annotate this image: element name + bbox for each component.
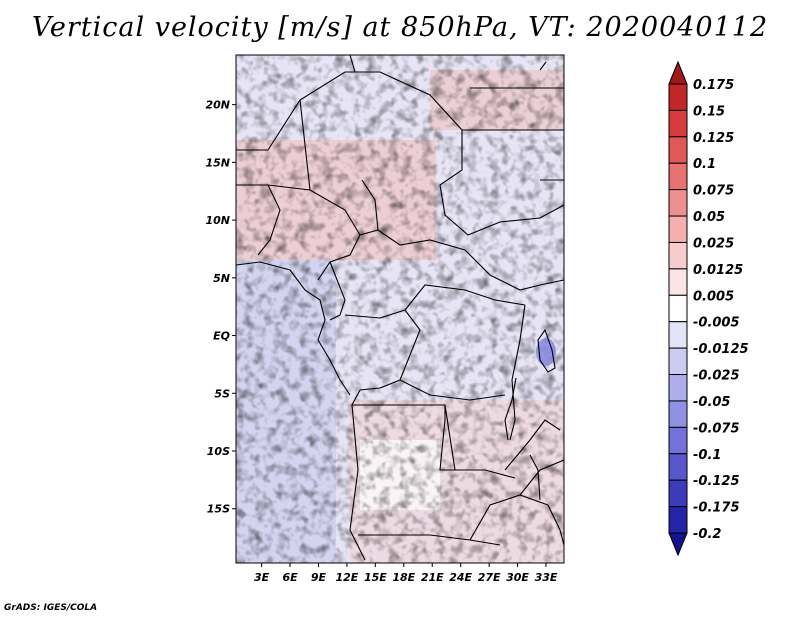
lat-tick-label: 10S xyxy=(207,445,230,458)
latitude-axis: 20N 15N 10N 5N EQ 5S 10S 15S xyxy=(205,99,236,516)
colorbar-segment xyxy=(668,506,688,534)
colorbar-label: 0.025 xyxy=(693,236,734,251)
colorbar-segment xyxy=(668,321,688,349)
colorbar-min-triangle xyxy=(668,532,688,557)
colorbar-label: -0.05 xyxy=(693,395,730,410)
country-borders xyxy=(236,55,564,561)
lat-tick-label: 5N xyxy=(213,272,230,285)
colorbar-segment xyxy=(668,215,688,243)
colorbar-segment xyxy=(668,374,688,402)
colorbar-segment xyxy=(668,162,688,191)
colorbar-segment xyxy=(668,109,688,138)
lat-tick-label: 5S xyxy=(214,387,230,400)
map-title: Vertical velocity [m/s] at 850hPa, VT: 2… xyxy=(31,12,769,43)
lon-tick-label: 3E xyxy=(254,571,270,584)
colorbar-label: -0.025 xyxy=(693,369,740,384)
map-plot-area xyxy=(235,54,565,564)
longitude-axis: 3E 6E 9E 12E 15E 18E 21E 24E 27E 30E 33E xyxy=(254,563,558,584)
colorbar-label: 0.175 xyxy=(693,78,734,93)
colorbar-segment xyxy=(668,400,688,428)
colorbar-segment xyxy=(668,426,688,455)
colorbar-segment xyxy=(668,268,688,296)
lon-tick-label: 9E xyxy=(311,571,327,584)
colorbar-label: 0.0125 xyxy=(693,263,743,278)
grads-credit: GrADS: IGES/COLA xyxy=(4,603,98,613)
lon-tick-label: 33E xyxy=(535,571,558,584)
vertical-velocity-field xyxy=(236,55,564,563)
colorbar-label: 0.1 xyxy=(693,157,716,172)
lon-tick-label: 21E xyxy=(421,571,444,584)
colorbar-segment xyxy=(668,189,688,217)
colorbar-segment xyxy=(668,241,688,270)
lat-tick-label: 10N xyxy=(205,214,230,227)
colorbar-segment xyxy=(668,136,688,164)
colorbar-label: 0.15 xyxy=(693,104,725,119)
lon-tick-label: 27E xyxy=(478,571,501,584)
colorbar-label: -0.175 xyxy=(693,501,740,516)
colorbar-label: -0.0125 xyxy=(693,342,749,357)
colorbar-label: 0.125 xyxy=(693,131,734,146)
colorbar-segment xyxy=(668,479,688,508)
lat-tick-label: EQ xyxy=(213,330,230,343)
colorbar-label: -0.1 xyxy=(693,448,721,463)
lat-tick-label: 15S xyxy=(207,503,230,516)
colorbar-label: 0.075 xyxy=(693,184,734,199)
colorbar: 0.175 0.15 0.125 0.1 0.075 0.05 0.025 0.0125 0.0… xyxy=(668,60,749,557)
colorbar-label: -0.2 xyxy=(693,527,721,542)
lon-tick-label: 24E xyxy=(449,571,472,584)
colorbar-segment xyxy=(668,83,688,111)
lon-tick-label: 15E xyxy=(364,571,387,584)
colorbar-label: 0.005 xyxy=(693,289,734,304)
colorbar-label: 0.05 xyxy=(693,210,725,225)
colorbar-label: -0.075 xyxy=(693,421,740,436)
lon-tick-label: 30E xyxy=(506,571,529,584)
colorbar-label: -0.005 xyxy=(693,316,740,331)
lon-tick-label: 12E xyxy=(335,571,358,584)
colorbar-label: -0.125 xyxy=(693,474,740,489)
colorbar-segment xyxy=(668,347,688,376)
colorbar-segment xyxy=(668,453,688,481)
lon-tick-label: 18E xyxy=(392,571,415,584)
colorbar-segment xyxy=(668,294,688,323)
colorbar-max-triangle xyxy=(668,60,688,85)
lat-tick-label: 15N xyxy=(205,156,230,169)
lon-tick-label: 6E xyxy=(282,571,298,584)
lat-tick-label: 20N xyxy=(205,99,230,112)
